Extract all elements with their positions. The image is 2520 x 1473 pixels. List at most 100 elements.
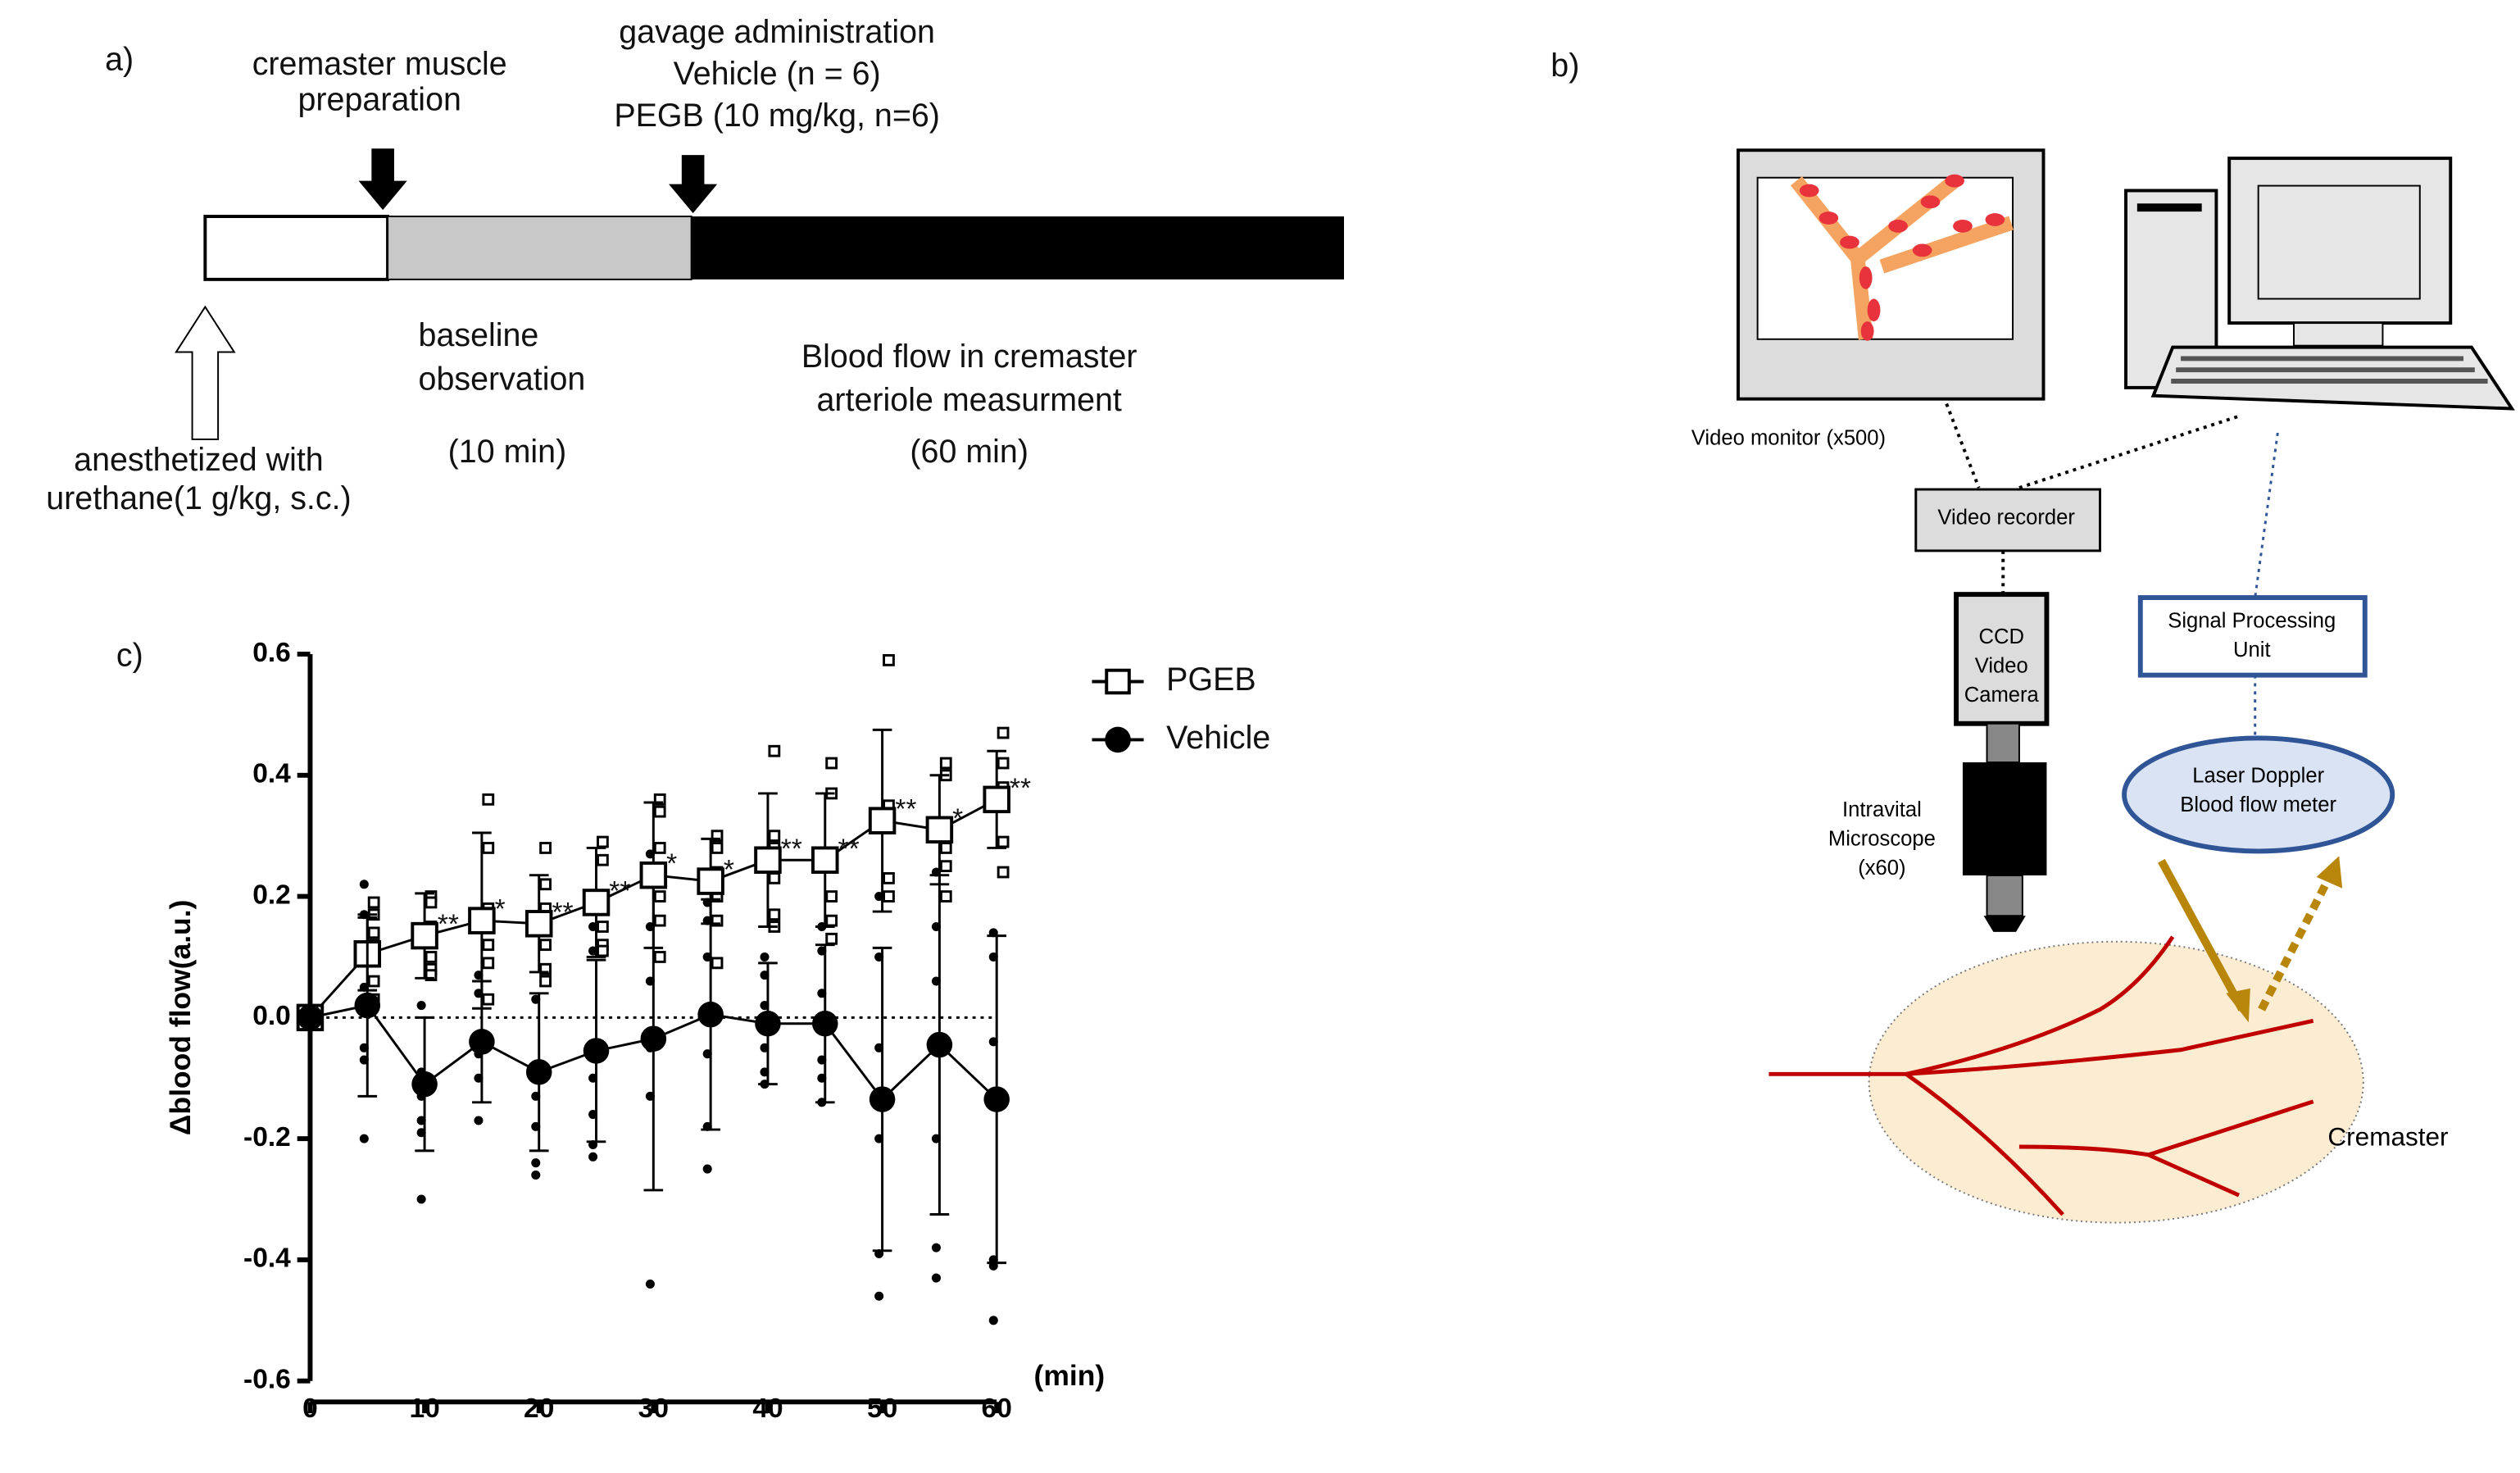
data-point [768, 744, 781, 757]
data-point [359, 880, 369, 889]
mean-marker [582, 889, 611, 916]
data-point [645, 1279, 655, 1289]
mean-marker [811, 1010, 838, 1037]
data-point [653, 805, 666, 818]
laser-head [2226, 988, 2250, 1023]
y-tick-label: -0.4 [243, 1243, 291, 1274]
data-point [597, 835, 609, 848]
timeline-label: (60 min) [910, 434, 1028, 470]
data-point [939, 842, 952, 854]
signal-unit [2137, 595, 2368, 678]
diagram-label: Video recorder [1937, 506, 2075, 529]
data-point [416, 1194, 426, 1204]
monitor-stand [2293, 322, 2384, 347]
significance: ** [552, 898, 573, 928]
timeline-label: urethane(1 g/kg, s.c.) [46, 480, 351, 516]
data-point [359, 1134, 369, 1143]
data-point [825, 890, 838, 902]
data-point [825, 914, 838, 927]
arteriole [1769, 935, 2314, 1216]
data-point [931, 1273, 941, 1283]
diagram-label: (x60) [1858, 857, 1905, 880]
mean-marker [869, 1086, 896, 1112]
data-point [367, 896, 380, 909]
data-point [711, 957, 724, 970]
data-point [883, 872, 895, 884]
timeline-label: (10 min) [448, 434, 567, 470]
panel-label: a) [105, 41, 134, 77]
x-tick-label: 30 [638, 1393, 669, 1424]
data-point [474, 1116, 484, 1125]
data-point [653, 890, 666, 902]
mean-marker [755, 1010, 781, 1037]
data-point [531, 1158, 541, 1168]
y-axis-label: Δblood flow(a.u.) [164, 900, 197, 1135]
setup-diagram [1736, 148, 2515, 1224]
significance: ** [781, 834, 802, 864]
computer-screen [2257, 184, 2421, 300]
data-point [653, 793, 666, 806]
diagram-label: Blood flow meter [2180, 793, 2336, 816]
reflected-beam [2258, 875, 2333, 1012]
objective [1986, 874, 2023, 917]
significance: ** [1010, 773, 1031, 803]
data-point [939, 757, 952, 770]
data-point [539, 975, 552, 988]
significance: ** [438, 910, 459, 940]
data-point [645, 849, 655, 859]
x-axis-label: (min) [1034, 1359, 1106, 1392]
ccd-camera [1954, 592, 2050, 726]
mean-marker [297, 1004, 324, 1031]
data-point [711, 914, 724, 927]
data-point [760, 952, 770, 962]
diagram-label: Unit [2233, 639, 2271, 661]
data-point [931, 1243, 941, 1253]
mean-marker [411, 1071, 438, 1098]
data-point [425, 896, 438, 909]
data-point [653, 951, 666, 963]
arrow-preparation [358, 148, 407, 211]
mean-marker [524, 910, 553, 938]
data-point [539, 878, 552, 891]
mean-marker [583, 1038, 610, 1064]
mean-marker [868, 807, 897, 834]
objective-tip [1983, 916, 2026, 932]
x-tick-label: 40 [752, 1393, 783, 1424]
data-point [367, 975, 380, 988]
diagram-label: Video monitor (x500) [1691, 427, 1886, 450]
data-point [825, 757, 838, 770]
timeline-label: arteriole measurment [816, 382, 1121, 418]
data-point [653, 914, 666, 927]
data-point [997, 726, 1010, 739]
keyboard [2150, 345, 2515, 411]
data-point [597, 921, 609, 933]
mean-marker [639, 861, 668, 889]
link-computer [2018, 415, 2238, 489]
panel-label: c) [116, 637, 143, 673]
link-signal [2254, 432, 2279, 598]
data-point [588, 946, 598, 956]
mean-marker [469, 1029, 495, 1055]
data-point [597, 853, 609, 866]
timeline-anesthesia [203, 215, 390, 281]
data-point [825, 932, 838, 945]
data-point [988, 1316, 998, 1325]
data-point [482, 939, 495, 952]
drive-slot [2136, 203, 2202, 212]
laser-doppler [2122, 735, 2395, 854]
data-point [874, 1291, 884, 1301]
laser-beam [2158, 858, 2246, 1012]
mean-marker [925, 816, 954, 844]
data-point [768, 830, 781, 843]
mean-marker [983, 1086, 1010, 1112]
data-point [768, 908, 781, 921]
data-point [425, 969, 438, 982]
data-point [482, 993, 495, 1006]
reflected-head [2316, 856, 2343, 889]
diagram-label: CCD [1979, 625, 2024, 648]
y-tick-label: 0.6 [252, 638, 291, 668]
diagram-label: Microscope [1828, 827, 1936, 850]
cremaster-tissue [1868, 940, 2364, 1224]
timeline-label: Blood flow in cremaster [801, 339, 1137, 375]
data-point [539, 842, 552, 854]
